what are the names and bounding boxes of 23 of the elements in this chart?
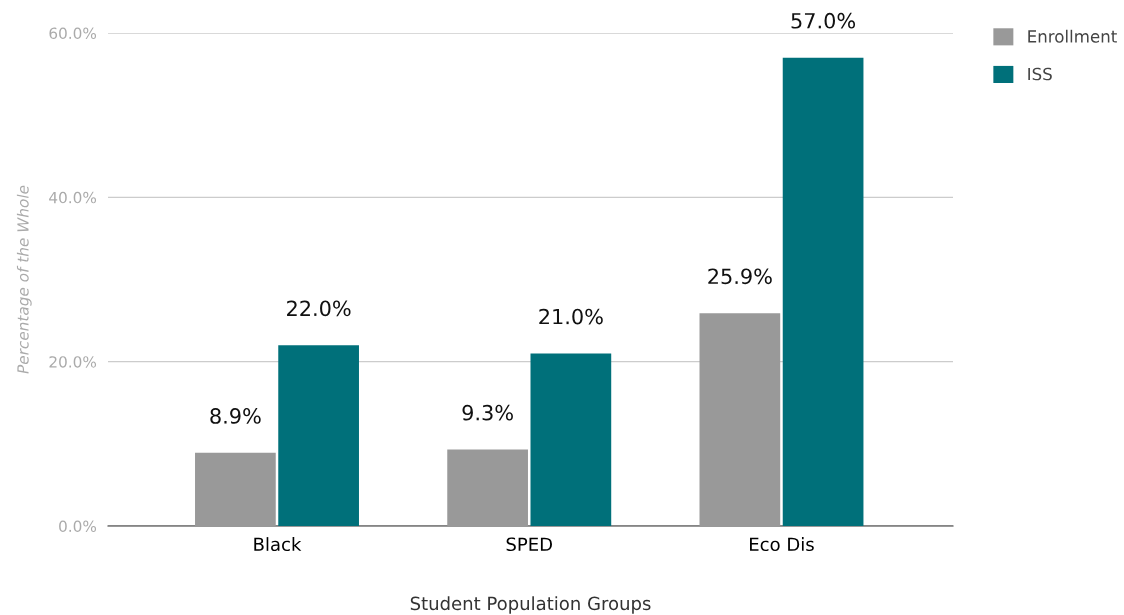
x-axis-title: Student Population Groups	[410, 596, 651, 614]
y-tick-label: 40.0%	[49, 191, 97, 204]
x-tick-label: SPED	[506, 537, 552, 552]
y-tick-label: 60.0%	[49, 27, 97, 40]
legend-label: Enrollment	[1028, 29, 1117, 43]
legend-label: ISS	[1028, 67, 1052, 81]
y-tick-label: 0.0%	[59, 520, 97, 533]
y-axis-title: Percentage of the Whole	[16, 185, 32, 374]
x-tick-label: Eco Dis	[750, 537, 814, 552]
bar	[699, 313, 781, 526]
data-label: 22.0%	[287, 300, 351, 317]
data-label: 9.3%	[462, 404, 513, 421]
bar	[782, 57, 864, 526]
bar	[195, 452, 276, 526]
bar	[447, 449, 528, 526]
data-label: 57.0%	[791, 12, 856, 29]
y-tick-label: 20.0%	[49, 356, 97, 368]
data-label: 25.9%	[708, 268, 772, 285]
bar	[278, 345, 359, 526]
x-tick-label: Black	[254, 537, 302, 552]
bar	[530, 353, 612, 526]
data-label: 8.9%	[210, 408, 261, 424]
data-label: 21.0%	[539, 308, 603, 325]
